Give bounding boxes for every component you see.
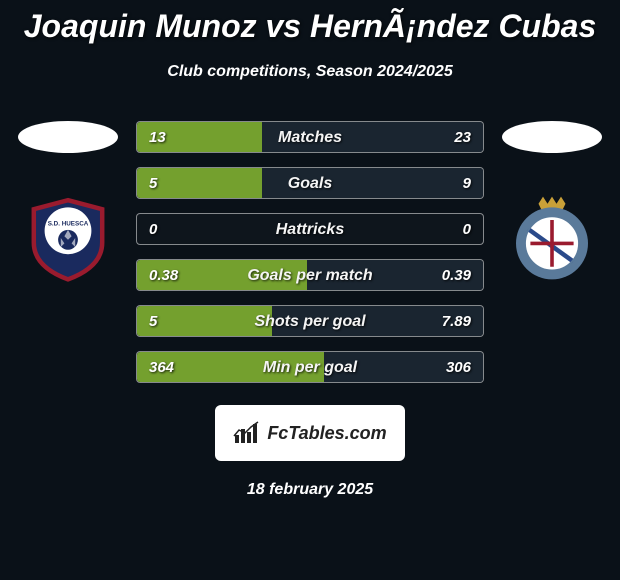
- comparison-main: S.D. HUESCA 13Matches23 5Goals9 0Hattricks…: [0, 121, 620, 383]
- fctables-logo: FcTables.com: [215, 405, 405, 461]
- stat-label: Matches: [137, 122, 483, 153]
- right-club-crest-icon: [507, 193, 597, 283]
- page-title: Joaquin Munoz vs HernÃ¡ndez Cubas: [0, 0, 620, 45]
- stat-row: 5Shots per goal7.89: [136, 305, 484, 337]
- stat-row: 364Min per goal306: [136, 351, 484, 383]
- bar-chart-icon: [233, 421, 261, 445]
- left-club-column: S.D. HUESCA: [18, 121, 118, 283]
- right-club-column: [502, 121, 602, 283]
- stat-right-value: 0.39: [442, 260, 471, 291]
- stat-right-value: 7.89: [442, 306, 471, 337]
- subtitle: Club competitions, Season 2024/2025: [0, 63, 620, 81]
- right-player-ellipse: [502, 121, 602, 153]
- stat-row: 5Goals9: [136, 167, 484, 199]
- stat-row: 0Hattricks0: [136, 213, 484, 245]
- stat-label: Hattricks: [137, 214, 483, 245]
- stat-right-value: 0: [463, 214, 471, 245]
- date-label: 18 february 2025: [0, 481, 620, 499]
- stat-right-value: 9: [463, 168, 471, 199]
- stat-row: 0.38Goals per match0.39: [136, 259, 484, 291]
- svg-text:S.D. HUESCA: S.D. HUESCA: [48, 220, 89, 227]
- logo-text: FcTables.com: [267, 423, 386, 444]
- stat-label: Min per goal: [137, 352, 483, 383]
- stat-row: 13Matches23: [136, 121, 484, 153]
- stat-label: Goals per match: [137, 260, 483, 291]
- stat-label: Goals: [137, 168, 483, 199]
- left-club-crest-icon: S.D. HUESCA: [23, 193, 113, 283]
- left-player-ellipse: [18, 121, 118, 153]
- stat-label: Shots per goal: [137, 306, 483, 337]
- stat-right-value: 23: [454, 122, 471, 153]
- stats-container: 13Matches23 5Goals9 0Hattricks0 0.38Goals p…: [136, 121, 484, 383]
- stat-right-value: 306: [446, 352, 471, 383]
